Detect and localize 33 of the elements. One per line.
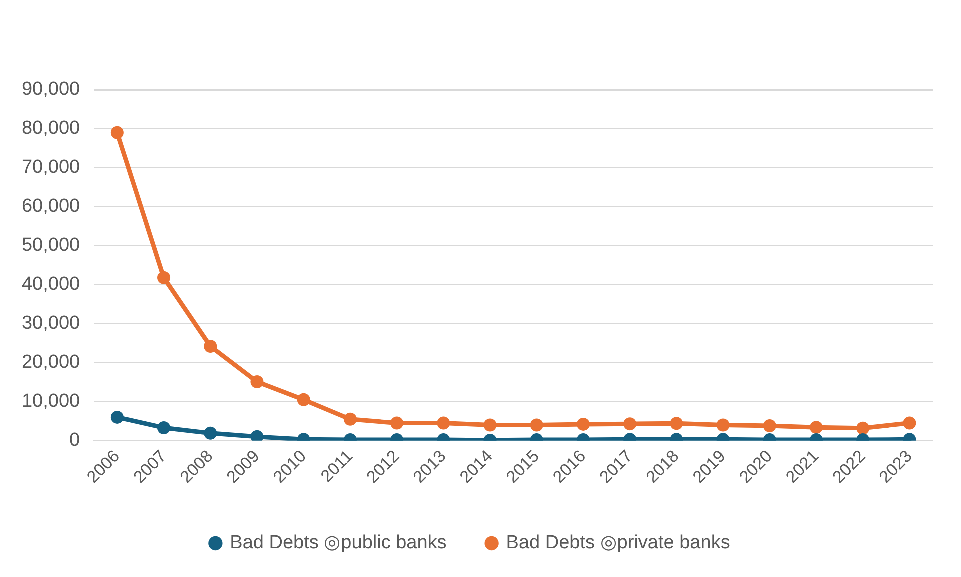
point — [763, 420, 776, 433]
point — [530, 418, 544, 432]
point — [297, 393, 310, 406]
point — [390, 416, 404, 430]
point — [437, 416, 450, 430]
legend-label: Bad Debts ◎private banks — [506, 532, 730, 554]
point — [716, 418, 730, 432]
point — [344, 412, 357, 426]
point — [576, 418, 590, 431]
y-tick-label: 30,000 — [22, 313, 80, 334]
y-tick-label: 60,000 — [22, 196, 80, 218]
y-tick-label: 20,000 — [22, 352, 80, 374]
y-tick-label: 40,000 — [22, 274, 80, 296]
y-tick-label: 50,000 — [22, 235, 80, 256]
y-tick-label: 10,000 — [22, 391, 80, 412]
y-tick-label: 80,000 — [22, 118, 80, 140]
point — [158, 421, 171, 434]
point — [624, 418, 637, 431]
y-tick-label: 70,000 — [22, 157, 80, 178]
legend-label: Bad Debts ◎public banks — [230, 532, 447, 554]
point — [903, 416, 916, 430]
point — [158, 271, 171, 284]
point — [670, 417, 684, 430]
point — [250, 375, 264, 388]
point — [204, 426, 218, 440]
point — [204, 340, 218, 353]
point — [110, 410, 124, 424]
point — [484, 418, 497, 432]
y-tick-label: 90,000 — [22, 79, 80, 100]
point — [856, 422, 870, 435]
point — [110, 126, 124, 140]
point — [810, 421, 823, 434]
y-tick-label: 0 — [70, 430, 80, 452]
